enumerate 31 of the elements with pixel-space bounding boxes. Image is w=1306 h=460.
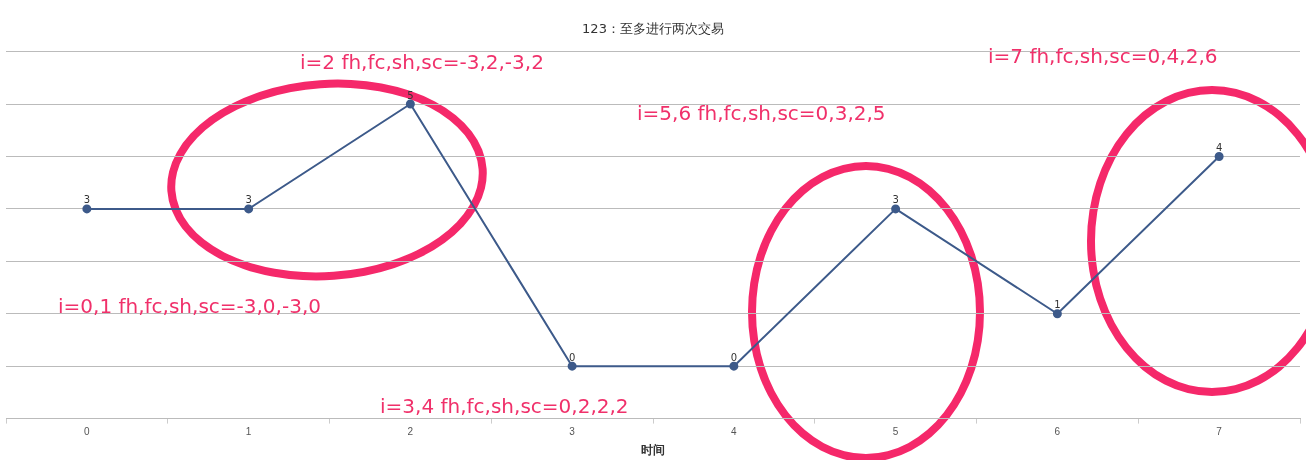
x-tick-label: 3 [569,426,576,438]
data-label: 5 [407,89,414,101]
point [891,204,901,214]
point [405,99,415,109]
chart-title: 123：至多进行两次交易 [582,21,724,37]
point [82,204,92,214]
point [729,361,739,371]
point [244,204,254,214]
data-label: 0 [730,351,738,363]
point [1052,309,1062,319]
point [567,361,577,371]
x-tick-label: 5 [892,426,899,438]
x-tick-label: 1 [245,426,252,438]
data-label: 1 [1054,299,1061,311]
x-tick-label: 7 [1216,426,1223,438]
data-label: 3 [83,194,91,206]
x-tick-label: 6 [1054,426,1061,438]
data-label: 0 [568,351,576,363]
x-axis-title: 时间 [641,443,665,458]
annotation: i=0,1 fh,fc,sh,sc=-3,0,-3,0 [58,294,321,319]
annotation: i=3,4 fh,fc,sh,sc=0,2,2,2 [380,394,629,419]
annotation: i=5,6 fh,fc,sh,sc=0,3,2,5 [637,101,886,126]
x-tick-label: 4 [731,426,738,438]
annotation: i=7 fh,fc,sh,sc=0,4,2,6 [988,44,1218,69]
annotation: i=2 fh,fc,sh,sc=-3,2,-3,2 [300,50,544,75]
x-tick-label: 0 [84,426,91,438]
point [1214,151,1224,161]
data-label: 3 [245,194,252,206]
data-label: 3 [892,194,899,206]
data-label: 4 [1215,142,1223,154]
x-tick-label: 2 [407,426,414,438]
